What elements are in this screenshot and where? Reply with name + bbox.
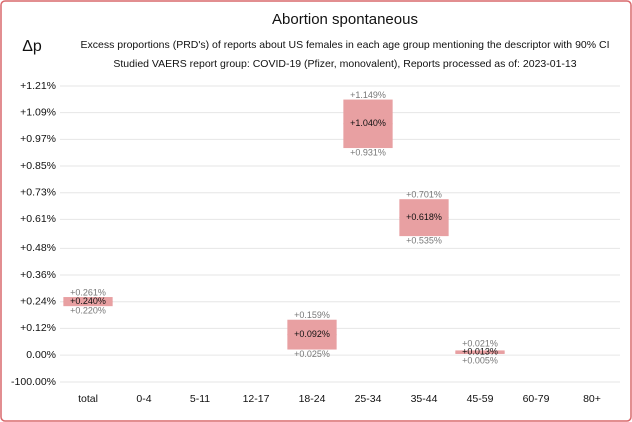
x-tick-label: 12-17 xyxy=(243,393,270,405)
y-tick-label: +0.85% xyxy=(20,160,56,172)
upper-label: +0.261% xyxy=(70,287,106,297)
y-tick-label: +1.21% xyxy=(20,80,56,92)
x-tick-label: total xyxy=(78,393,98,405)
y-tick-label: +0.24% xyxy=(20,295,56,307)
chart-title: Abortion spontaneous xyxy=(272,11,418,28)
x-tick-label: 0-4 xyxy=(136,393,151,405)
x-tick-label: 45-59 xyxy=(467,393,494,405)
upper-label: +1.149% xyxy=(350,90,386,100)
x-tick-label: 25-34 xyxy=(355,393,382,405)
y-tick-label: +1.09% xyxy=(20,106,56,118)
y-tick-label: +0.48% xyxy=(20,242,56,254)
y-tick-label: -100.00% xyxy=(11,376,56,388)
upper-label: +0.701% xyxy=(406,190,442,200)
y-tick-label: +0.36% xyxy=(20,269,56,281)
y-axis-label: Δp xyxy=(22,38,42,55)
y-tick-label: +0.73% xyxy=(20,187,56,199)
value-label: +0.013% xyxy=(462,347,498,357)
value-label: +0.092% xyxy=(294,329,330,339)
y-tick-label: +0.97% xyxy=(20,133,56,145)
lower-label: +0.220% xyxy=(70,306,106,316)
lower-label: +0.535% xyxy=(406,235,442,245)
x-tick-label: 60-79 xyxy=(523,393,550,405)
x-tick-label: 5-11 xyxy=(190,393,210,405)
value-label: +0.618% xyxy=(406,212,442,222)
value-label: +1.040% xyxy=(350,118,386,128)
lower-label: +0.005% xyxy=(462,356,498,366)
y-tick-label: +0.61% xyxy=(20,213,56,225)
lower-label: +0.931% xyxy=(350,147,386,157)
y-tick-label: +0.12% xyxy=(20,322,56,334)
upper-label: +0.159% xyxy=(294,310,330,320)
x-tick-label: 35-44 xyxy=(411,393,438,405)
lower-label: +0.025% xyxy=(294,349,330,359)
upper-label: +0.021% xyxy=(462,339,498,349)
subtitle: Excess proportions (PRD's) of reports ab… xyxy=(80,39,609,51)
x-tick-label: 18-24 xyxy=(299,393,326,405)
x-tick-label: 80+ xyxy=(583,393,601,405)
subtitle: Studied VAERS report group: COVID-19 (Pf… xyxy=(113,58,576,70)
y-tick-label: 0.00% xyxy=(26,349,56,361)
value-label: +0.240% xyxy=(70,296,106,306)
